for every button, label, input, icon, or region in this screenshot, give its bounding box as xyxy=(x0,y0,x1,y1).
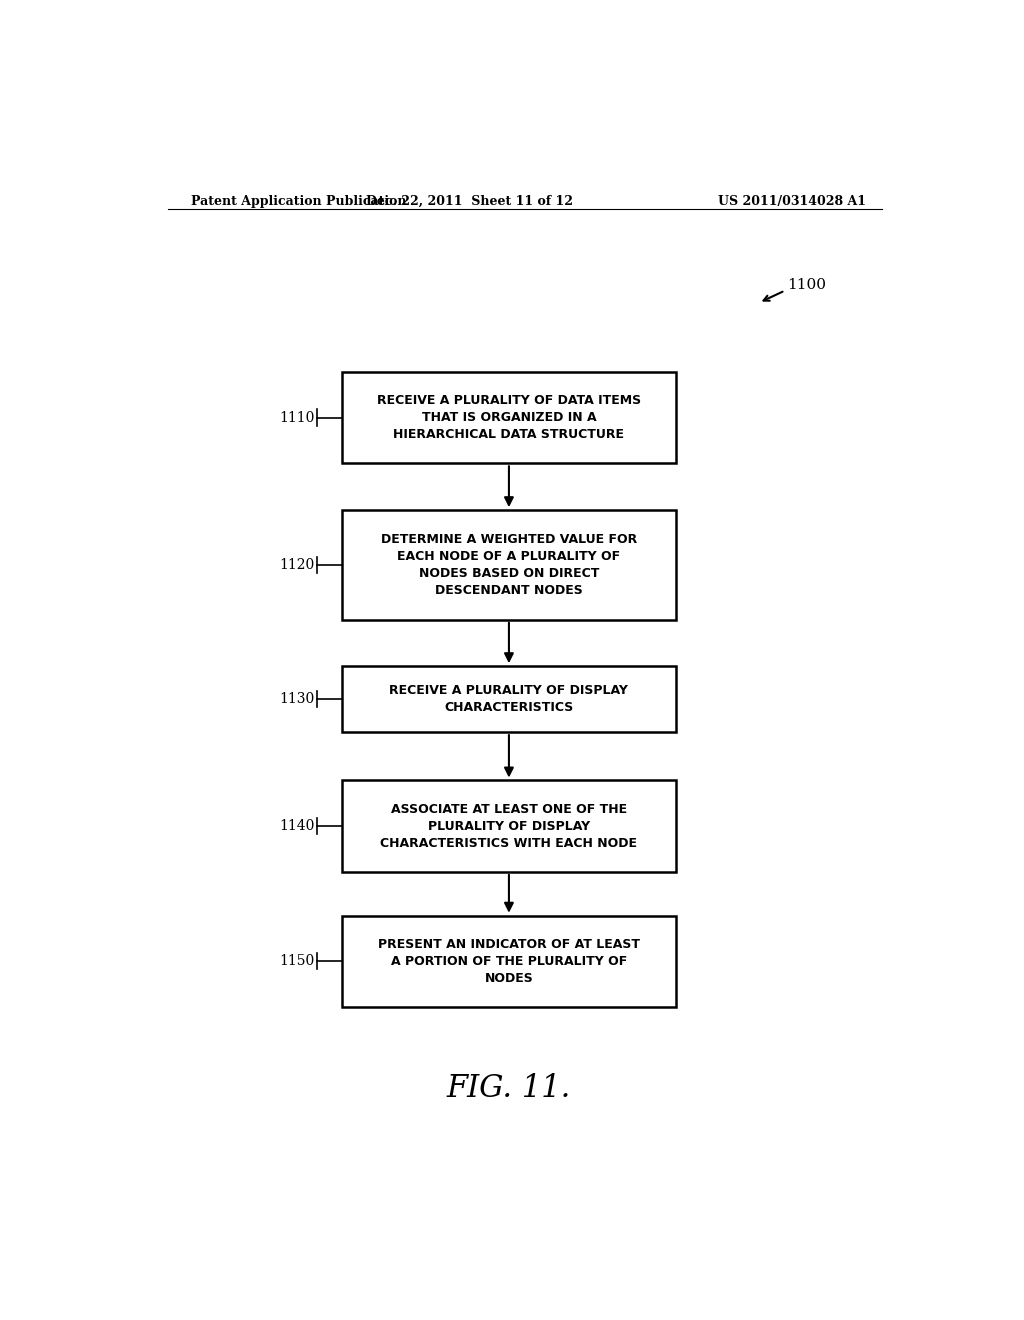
FancyBboxPatch shape xyxy=(342,667,676,733)
Text: ASSOCIATE AT LEAST ONE OF THE
PLURALITY OF DISPLAY
CHARACTERISTICS WITH EACH NOD: ASSOCIATE AT LEAST ONE OF THE PLURALITY … xyxy=(381,803,637,850)
FancyBboxPatch shape xyxy=(342,916,676,1007)
Text: FIG. 11.: FIG. 11. xyxy=(446,1073,571,1104)
FancyBboxPatch shape xyxy=(342,372,676,463)
Text: Dec. 22, 2011  Sheet 11 of 12: Dec. 22, 2011 Sheet 11 of 12 xyxy=(366,194,572,207)
Text: RECEIVE A PLURALITY OF DISPLAY
CHARACTERISTICS: RECEIVE A PLURALITY OF DISPLAY CHARACTER… xyxy=(389,684,629,714)
Text: RECEIVE A PLURALITY OF DATA ITEMS
THAT IS ORGANIZED IN A
HIERARCHICAL DATA STRUC: RECEIVE A PLURALITY OF DATA ITEMS THAT I… xyxy=(377,395,641,441)
FancyBboxPatch shape xyxy=(342,510,676,620)
Text: DETERMINE A WEIGHTED VALUE FOR
EACH NODE OF A PLURALITY OF
NODES BASED ON DIRECT: DETERMINE A WEIGHTED VALUE FOR EACH NODE… xyxy=(381,533,637,597)
Text: 1130: 1130 xyxy=(280,692,314,706)
Text: 1100: 1100 xyxy=(786,279,825,293)
Text: 1120: 1120 xyxy=(280,558,314,572)
FancyBboxPatch shape xyxy=(342,780,676,873)
Text: 1110: 1110 xyxy=(280,411,314,425)
Text: Patent Application Publication: Patent Application Publication xyxy=(191,194,407,207)
Text: 1140: 1140 xyxy=(280,820,314,833)
Text: PRESENT AN INDICATOR OF AT LEAST
A PORTION OF THE PLURALITY OF
NODES: PRESENT AN INDICATOR OF AT LEAST A PORTI… xyxy=(378,937,640,985)
Text: 1150: 1150 xyxy=(280,954,314,969)
Text: US 2011/0314028 A1: US 2011/0314028 A1 xyxy=(718,194,866,207)
